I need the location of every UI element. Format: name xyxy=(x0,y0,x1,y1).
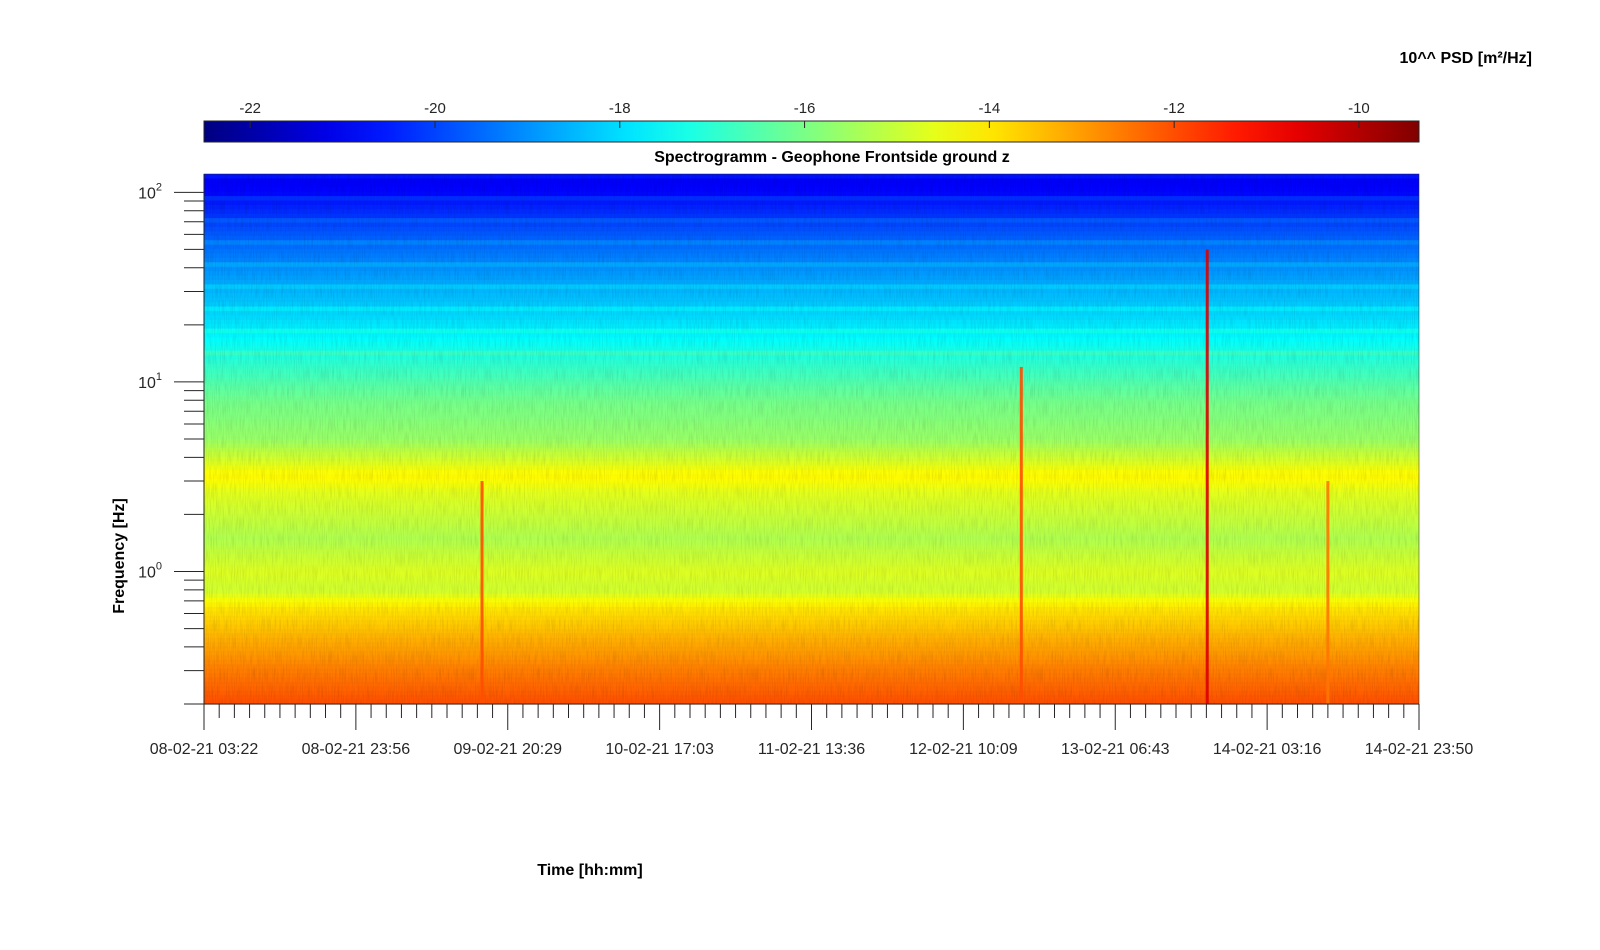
x-tick-label: 13-02-21 06:43 xyxy=(1061,741,1170,758)
y-axis-label: Frequency [Hz] xyxy=(111,498,128,614)
heatmap xyxy=(203,173,1420,705)
x-axis-label: Time [hh:mm] xyxy=(537,862,643,879)
heatmap-texture xyxy=(204,174,1419,704)
colorbar-gradient xyxy=(203,120,1420,143)
y-tick-label: 101 xyxy=(138,371,162,392)
colorbar-tick-label: -18 xyxy=(609,100,631,117)
colorbar-tick-label: -22 xyxy=(239,100,261,117)
colorbar-tick-label: -10 xyxy=(1348,100,1370,117)
x-axis: 08-02-21 03:22 08-02-21 23:56 09-02-21 20:… xyxy=(150,703,1474,758)
colorbar-tick-label: -14 xyxy=(979,100,1001,117)
x-tick-label: 14-02-21 23:50 xyxy=(1365,741,1474,758)
colorbar-tick-label: -16 xyxy=(794,100,816,117)
event-streak xyxy=(1205,249,1209,704)
x-tick-label: 11-02-21 13:36 xyxy=(758,741,865,758)
colorbar-tick-label: -20 xyxy=(424,100,446,117)
colorbar-label: 10^^ PSD [m²/Hz] xyxy=(1399,50,1532,67)
x-tick-label: 10-02-21 17:03 xyxy=(605,741,714,758)
x-tick-label: 08-02-21 03:22 xyxy=(150,741,259,758)
x-tick-label: 09-02-21 20:29 xyxy=(453,741,562,758)
x-tick-label: 08-02-21 23:56 xyxy=(302,741,411,758)
y-tick-label: 102 xyxy=(138,181,162,202)
y-axis: 100 101 102 xyxy=(138,174,205,705)
event-streak xyxy=(1326,481,1330,704)
colorbar: -22 -20 -18 -16 -14 -12 -10 xyxy=(203,100,1420,143)
colorbar-tick-label: -12 xyxy=(1163,100,1185,117)
event-streak xyxy=(480,481,484,704)
x-tick-label: 12-02-21 10:09 xyxy=(909,741,1018,758)
chart-title: Spectrogramm - Geophone Frontside ground… xyxy=(654,149,1010,166)
event-streak xyxy=(1019,366,1023,704)
x-tick-label: 14-02-21 03:16 xyxy=(1213,741,1322,758)
y-tick-label: 100 xyxy=(138,561,162,582)
